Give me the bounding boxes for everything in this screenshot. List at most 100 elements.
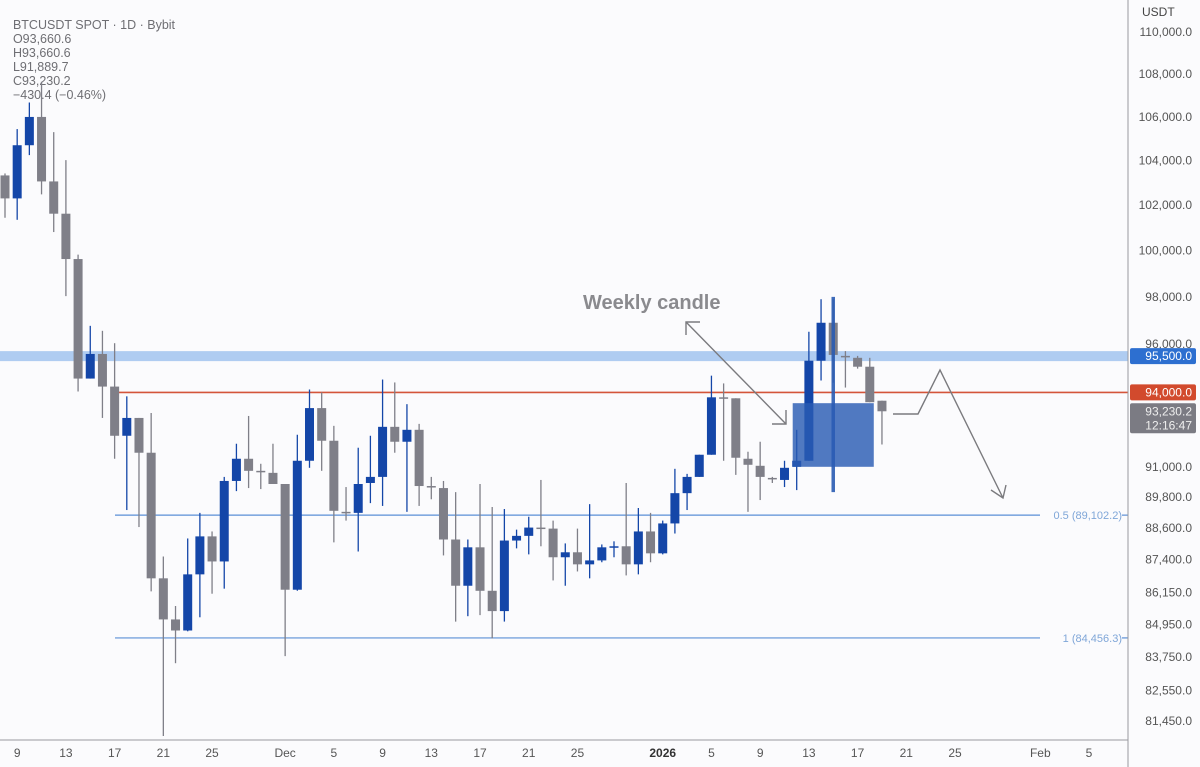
candle: [402, 404, 412, 512]
candle: [499, 509, 509, 622]
candle: [548, 520, 558, 581]
candle-body: [853, 357, 863, 367]
annotations: Weekly candle: [583, 292, 1007, 500]
resistance-price-badge: 94,000.0: [1145, 385, 1192, 399]
time-tick-label: 25: [205, 746, 219, 760]
candle: [268, 443, 278, 484]
candle: [61, 160, 71, 297]
candle-body: [780, 467, 790, 480]
candle: [633, 507, 643, 575]
candle-body: [292, 460, 302, 590]
time-tick-label: 17: [473, 746, 487, 760]
candle-body: [512, 535, 522, 541]
fib-level-label: 0.5 (89,102.2): [1054, 510, 1123, 522]
candle: [12, 129, 22, 220]
price-tick-label: 91,000.0: [1145, 460, 1192, 474]
candle: [97, 330, 107, 418]
candle-body: [402, 429, 412, 442]
candle-body: [451, 539, 461, 586]
time-tick-label: 21: [900, 746, 914, 760]
candle: [585, 504, 595, 579]
time-tick-label: 25: [571, 746, 585, 760]
candle-body: [658, 523, 668, 554]
candle: [475, 483, 485, 616]
candle-body: [280, 483, 290, 590]
candle-body: [37, 116, 47, 182]
price-tick-label: 86,150.0: [1145, 585, 1192, 599]
candle-body: [365, 476, 375, 483]
time-tick-label: 17: [851, 746, 865, 760]
candle: [146, 413, 156, 592]
candle-body: [122, 417, 132, 436]
projection-path: [893, 368, 1007, 500]
candle-body: [463, 547, 473, 586]
time-tick-label: 21: [522, 746, 536, 760]
price-tick-label: 83,750.0: [1145, 650, 1192, 664]
candle-body: [755, 465, 765, 477]
candle-body: [49, 181, 59, 214]
candle-body: [865, 366, 875, 403]
candle: [426, 476, 436, 500]
price-tick-label: 81,450.0: [1145, 714, 1192, 728]
candle: [317, 392, 327, 471]
candle-body: [329, 440, 339, 511]
candle: [195, 512, 205, 618]
candle-body: [438, 488, 448, 540]
candle: [609, 541, 619, 558]
price-tick-label: 102,000.0: [1139, 198, 1193, 212]
time-tick-label: 13: [425, 746, 439, 760]
candle-body: [767, 477, 777, 480]
candle-body: [207, 536, 217, 562]
candle: [292, 434, 302, 591]
candle-body: [670, 493, 680, 524]
time-tick-label: 13: [802, 746, 816, 760]
candle: [597, 544, 607, 563]
candle: [646, 512, 656, 563]
time-tick-label: 9: [379, 746, 386, 760]
candle: [231, 443, 241, 492]
symbol-label[interactable]: BTCUSDT SPOT · 1D · Bybit: [12, 18, 176, 32]
candle: [280, 483, 290, 657]
candle-body: [877, 400, 887, 412]
candle-body: [256, 470, 266, 473]
close-value: C93,230.2: [12, 74, 71, 88]
candle: [853, 355, 863, 369]
bar-countdown-timer: 12:16:47: [1145, 418, 1192, 432]
candle-body: [12, 145, 22, 199]
candle-body: [536, 527, 546, 530]
candle-body: [414, 429, 424, 487]
support-resistance-band: [0, 351, 1128, 362]
candle: [244, 415, 254, 489]
time-tick-label: 5: [331, 746, 338, 760]
time-tick-label: 25: [948, 746, 962, 760]
candle-body: [743, 458, 753, 465]
candle: [536, 479, 546, 547]
time-axis[interactable]: 9 13 17 21 25 Dec 5 9 13 17 21 25 2026 5 9 13 17 21 25 Feb 5: [14, 746, 1093, 760]
price-tick-label: 87,400.0: [1145, 552, 1192, 566]
band-price-badge-bg: [1130, 348, 1196, 365]
candle-body: [719, 397, 729, 399]
candle: [134, 417, 144, 528]
candle: [341, 487, 351, 521]
candle-body: [816, 322, 826, 361]
candle: [572, 528, 582, 572]
candle-body: [609, 546, 619, 548]
last-price-badge: 93,230.2: [1145, 404, 1192, 418]
candle: [706, 375, 716, 455]
candle-body: [97, 353, 107, 387]
candle-body: [731, 398, 741, 458]
candle-body: [171, 619, 181, 631]
resistance-price-badge-bg: [1130, 384, 1196, 401]
candle: [219, 476, 229, 589]
time-tick-label: 5: [708, 746, 715, 760]
candle: [877, 400, 887, 445]
candle: [670, 468, 680, 534]
candle: [207, 531, 217, 594]
candle: [780, 460, 790, 488]
weekly-candle-body: [792, 403, 874, 467]
candle-body: [499, 540, 509, 612]
price-axis[interactable]: [1128, 0, 1200, 767]
time-tick-label: 5: [1086, 746, 1093, 760]
candle: [110, 343, 120, 459]
